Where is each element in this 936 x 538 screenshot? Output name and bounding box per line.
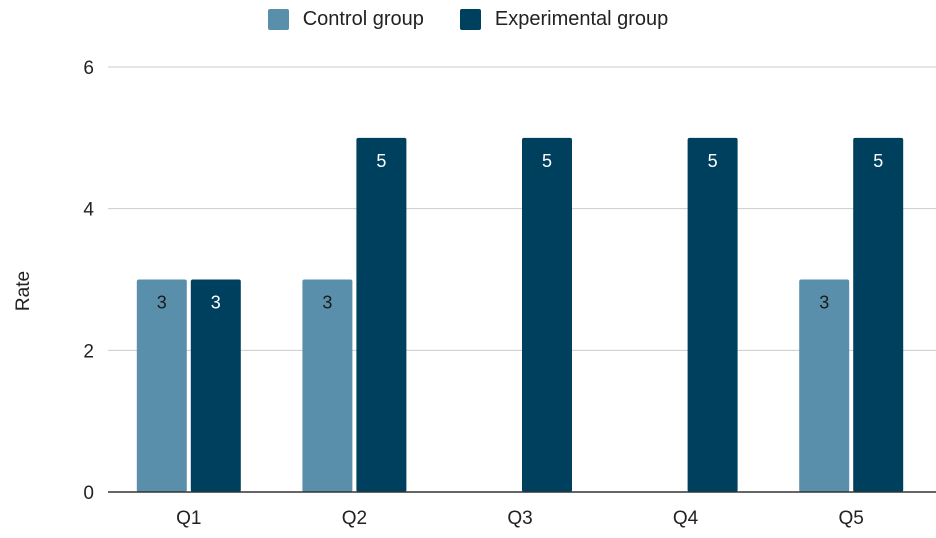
x-tick-label: Q4 — [673, 508, 699, 529]
bar — [356, 137, 407, 493]
legend-label-control: Control group — [302, 8, 424, 30]
data-label: 5 — [873, 151, 883, 171]
bar — [522, 137, 572, 493]
y-tick-label: 2 — [83, 341, 94, 362]
legend-item-experimental: Experimental group — [459, 8, 669, 31]
x-tick-label: Q2 — [342, 508, 367, 529]
data-label: 5 — [708, 151, 718, 171]
bar — [687, 137, 738, 493]
x-tick-label: Q1 — [176, 508, 201, 529]
x-tick-label: Q5 — [839, 508, 864, 529]
data-label: 5 — [376, 151, 386, 171]
bar — [302, 279, 353, 492]
y-tick-label: 4 — [83, 200, 94, 221]
legend-swatch-control — [267, 9, 289, 30]
bar — [853, 137, 904, 493]
x-tick-label: Q3 — [507, 508, 532, 529]
y-tick-label: 6 — [83, 58, 94, 79]
data-label: 3 — [322, 293, 332, 313]
legend-swatch-experimental — [459, 9, 481, 30]
legend-item-control: Control group — [267, 8, 424, 31]
legend: Control group Experimental group — [0, 8, 936, 31]
data-label: 3 — [819, 293, 829, 313]
legend-label-experimental: Experimental group — [494, 8, 669, 30]
y-tick-label: 0 — [83, 483, 94, 504]
bar — [799, 279, 850, 492]
data-label: 3 — [211, 293, 221, 313]
data-label: 5 — [542, 151, 552, 171]
bar — [136, 279, 187, 492]
data-label: 3 — [157, 293, 167, 313]
bar — [190, 279, 241, 492]
